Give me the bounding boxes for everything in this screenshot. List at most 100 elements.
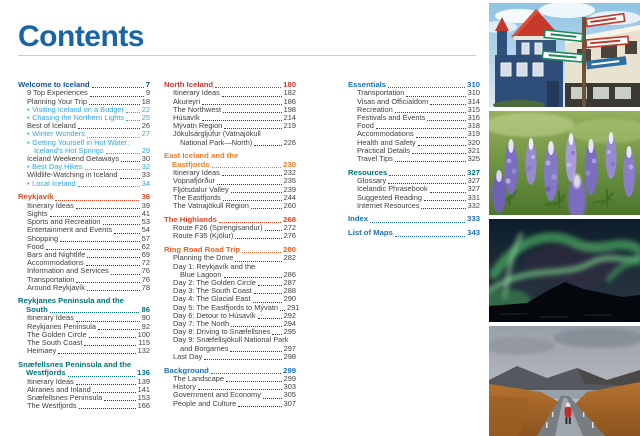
page-number: 136 [137, 368, 150, 378]
dot-leader [230, 350, 282, 352]
toc-entry: Suggested Reading 331 [357, 192, 480, 202]
toc-entry: The Vatnajökull Region 260 [173, 200, 296, 210]
page-number: 318 [467, 121, 480, 131]
dot-leader [272, 334, 282, 336]
page-number: 291 [287, 302, 300, 312]
dot-leader [264, 230, 282, 232]
toc-section: Resources 327 Glossary 327 Icelandic Phraseb… [348, 168, 480, 210]
toc-entry: Practical Details 321 [357, 145, 480, 155]
toc-section: Index 333 [348, 214, 480, 224]
title-underline [18, 55, 476, 56]
dot-leader [110, 273, 140, 275]
page-number: 180 [283, 80, 296, 89]
toc-entry: Day 7: The North 294 [173, 319, 296, 328]
toc-entry: Heimaey 132 [27, 346, 150, 356]
toc-section: List of Maps 343 [348, 228, 480, 238]
dot-leader [216, 183, 282, 185]
blue-house-red-turret [493, 9, 563, 107]
fjord-water [489, 390, 640, 399]
section-title: Reykjavík 36 [18, 192, 150, 202]
water-reflections [499, 313, 611, 318]
toc-entry: Itinerary Ideas 139 [27, 376, 150, 386]
toc-entry: • Getting Yourself in Hot Water: [27, 137, 130, 147]
dot-leader [98, 328, 140, 330]
dot-leader [77, 185, 140, 187]
page-number: 115 [138, 337, 150, 347]
toc-column-1: Welcome to Iceland 7 9 Top Experiences 9 Pla… [18, 80, 150, 416]
dot-leader [218, 222, 282, 224]
toc-entry: Route F35 (Kjölur) 276 [173, 231, 296, 241]
section-title: Index 333 [348, 214, 480, 224]
toc-entry: Around Reykjavík 78 [27, 282, 150, 292]
toc-entry: Jökulsárgljúfur (Vatnajökull [173, 129, 261, 139]
dot-leader [204, 359, 282, 361]
toc-section: Welcome to Iceland 7 9 Top Experiences 9 Pla… [18, 80, 150, 188]
dot-leader [201, 120, 282, 122]
dot-leader [235, 260, 282, 262]
page-title: Contents [18, 20, 145, 53]
dot-leader [254, 144, 282, 146]
toc-section: Background 299 The Landscape 299 History 303 G… [164, 365, 296, 408]
toc-entry: Internet Resources 332 [357, 200, 480, 210]
dot-leader [250, 208, 282, 210]
dot-leader [89, 103, 140, 105]
page-number: 331 [467, 192, 480, 202]
dot-leader [102, 224, 140, 226]
toc-entry: Government and Economy 305 [173, 390, 296, 400]
toc-entry: Accommodations 319 [357, 129, 480, 139]
photo-northern-lights [489, 219, 640, 322]
section-title: List of Maps 343 [348, 228, 480, 238]
page-number: 260 [283, 200, 296, 210]
page-number: 299 [283, 373, 296, 383]
toc-entry: • Best Day Hikes 32 [27, 162, 150, 172]
page-number: 310 [467, 88, 480, 98]
dot-leader [49, 312, 140, 314]
page-number: 34 [141, 178, 150, 188]
toc-entry: Day 5: The Eastfjords to Mývatn 291 [173, 302, 300, 312]
dot-leader [231, 326, 282, 328]
page-number: 18 [141, 96, 150, 106]
toc-entry: Day 8: Driving to Snæfellsnes 295 [173, 327, 296, 337]
toc-entry: Snæfellsnes Peninsula 153 [27, 393, 150, 403]
toc-entry: National Park—North) 226 [180, 137, 296, 147]
dot-leader [120, 161, 140, 163]
page-number: 232 [283, 168, 296, 178]
dot-leader [84, 345, 137, 347]
page-number: 76 [141, 266, 150, 276]
toc-entry: Health and Safety 320 [357, 137, 480, 147]
toc-entry: Fljótsdalur Valley 239 [173, 184, 296, 194]
page-number: 27 [141, 129, 150, 139]
page-number: 327 [467, 184, 480, 194]
page-number: 280 [283, 244, 296, 254]
toc-entry: Day 1: Reykjavík and the [173, 261, 256, 271]
page-number: 22 [141, 104, 150, 114]
toc-entry: Day 2: The Golden Circle 287 [173, 277, 296, 287]
section-title: Westfjords 136 [26, 368, 150, 378]
dot-leader [388, 87, 466, 89]
toc-entry: Festivals and Events 316 [357, 113, 480, 123]
dot-leader [45, 248, 140, 250]
toc-entry: The Eastfjords 244 [173, 192, 296, 202]
toc-entry: People and Culture 307 [173, 398, 296, 408]
section-title: Background 299 [164, 365, 296, 375]
lupine-leaves [496, 179, 614, 209]
toc-entry: Food 62 [27, 241, 150, 251]
page-number: 86 [141, 304, 150, 314]
dot-leader [429, 191, 466, 193]
dot-leader [421, 207, 466, 209]
dot-leader [91, 87, 144, 89]
section-title: Essentials 310 [348, 80, 480, 89]
toc-entry: Vopnafjörður 235 [173, 176, 296, 186]
dot-leader [75, 207, 140, 209]
toc-entry: • Chasing the Northern Lights 25 [27, 113, 150, 123]
toc-entry: • Visiting Iceland on a Budget 22 [27, 104, 150, 114]
dot-leader [423, 199, 466, 201]
dot-leader [222, 199, 282, 201]
dot-leader [67, 375, 136, 377]
page-number: 26 [141, 121, 150, 131]
page-number: 139 [137, 376, 150, 386]
toc-entry: Recreation 315 [357, 104, 480, 114]
toc-entry: Best of Iceland 26 [27, 121, 150, 131]
dot-leader [85, 265, 140, 267]
toc-entry: 9 Top Experiences 9 [27, 88, 150, 98]
